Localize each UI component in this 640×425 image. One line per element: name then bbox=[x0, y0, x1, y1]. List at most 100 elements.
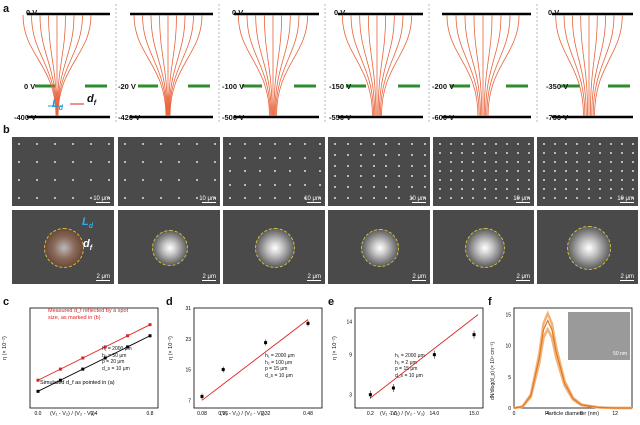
ion-trajectory bbox=[341, 14, 373, 117]
axes-frame bbox=[513, 307, 633, 409]
panel-label-b: b bbox=[3, 124, 10, 136]
ion-trajectory bbox=[168, 14, 186, 117]
ion-trajectory bbox=[275, 14, 300, 117]
d-fit-line bbox=[201, 319, 309, 401]
e-params: h₁ = 2000 μm h₂ = 2 μm p = 15 μm d_s = 10 μ… bbox=[395, 353, 425, 379]
axes-frame bbox=[193, 307, 323, 409]
sem-spot-image: 2 μm bbox=[223, 210, 325, 284]
panel-a-schematic bbox=[22, 4, 633, 122]
f-distribution-line bbox=[513, 319, 632, 409]
ion-trajectory bbox=[378, 14, 395, 117]
d-ylabel: η (× 10⁻²) bbox=[168, 336, 174, 360]
c-point bbox=[81, 367, 85, 371]
panel-label-a: a bbox=[3, 3, 10, 15]
ion-trajectory bbox=[483, 14, 493, 117]
c-simulated-annotation: Simulated d_f as pointed in (a) bbox=[40, 380, 115, 386]
c-point bbox=[36, 389, 40, 393]
sem-array-image: 10 μm bbox=[433, 137, 534, 206]
ion-trajectory bbox=[237, 14, 270, 117]
col5-mid-voltage: -200 V bbox=[432, 82, 455, 91]
f-xtick: 8 bbox=[580, 411, 583, 417]
d-xtick: 0.16 bbox=[218, 411, 228, 417]
d-ytick: 23 bbox=[185, 337, 191, 343]
d-ytick: 31 bbox=[185, 306, 191, 312]
ion-trajectory bbox=[455, 14, 480, 117]
c-ylabel: η (× 10⁻²) bbox=[2, 336, 8, 360]
col3-bottom-voltage: -500 V bbox=[222, 113, 245, 122]
f-ytick: 5 bbox=[508, 375, 511, 381]
sem-spot-image: 2 μm bbox=[328, 210, 430, 284]
col2-mid-voltage: -20 V bbox=[118, 82, 136, 91]
c-point bbox=[148, 323, 152, 327]
sem-array-image: 10 μm bbox=[328, 137, 430, 206]
f-inset-tem: 50 nm bbox=[568, 312, 630, 360]
ion-trajectory bbox=[486, 14, 511, 117]
e-xtick: 0.2 bbox=[367, 411, 374, 417]
panel-d-chart: 31 23 15 7 0.08 0.16 0.32 0.48 bbox=[185, 306, 323, 417]
col1-top-voltage: 0 V bbox=[26, 8, 38, 17]
col1-bottom-voltage: -400 V bbox=[14, 113, 37, 122]
sem-array-image: 10 μm bbox=[223, 137, 325, 206]
ion-trajectory bbox=[22, 14, 57, 117]
ion-trajectory bbox=[246, 14, 271, 117]
c-params: h₁ = 2000 μm h₂ = 50 μm p = 20 μm d_s = 10 … bbox=[102, 346, 132, 372]
panel-c-chart: 0.0 0.4 0.8 bbox=[29, 307, 159, 417]
ion-trajectory bbox=[591, 14, 607, 117]
f-ytick: 0 bbox=[508, 406, 511, 412]
e-xtick: 14.0 bbox=[429, 411, 439, 417]
c-series-line bbox=[37, 335, 151, 392]
panel-label-f: f bbox=[488, 296, 492, 308]
panel-label-c: c bbox=[3, 296, 10, 308]
sem-array-image: 10 μm bbox=[12, 137, 114, 206]
e-xtick: 1.0 bbox=[390, 411, 397, 417]
c-series-line bbox=[37, 324, 151, 381]
e-xlabel: (V₁ - V₂) / (V₂ - V₃) bbox=[380, 411, 425, 417]
col3-mid-voltage: -100 V bbox=[222, 82, 245, 91]
c-point bbox=[81, 356, 85, 360]
df-label-b: df bbox=[83, 238, 93, 253]
col4-bottom-voltage: -550 V bbox=[329, 113, 352, 122]
c-measured-annotation: Measured d_f reflected by a spot size, a… bbox=[48, 308, 129, 321]
sem-spot-image: 2 μm bbox=[433, 210, 534, 284]
e-ytick: 9 bbox=[349, 353, 352, 359]
c-point bbox=[126, 345, 130, 349]
e-fit-line bbox=[370, 314, 479, 399]
c-xtick: 0.8 bbox=[147, 411, 154, 417]
d-xtick: 0.32 bbox=[261, 411, 271, 417]
c-point bbox=[148, 334, 152, 338]
ion-trajectory bbox=[381, 14, 413, 117]
ion-trajectory bbox=[592, 14, 615, 117]
col1-mid-voltage: 0 V bbox=[24, 82, 36, 91]
f-xlabel: Particle diameter (nm) bbox=[545, 411, 600, 417]
col6-top-voltage: 0 V bbox=[548, 8, 560, 17]
d-params: h₁ = 2000 μm h₂ = 100 μm p = 15 μm d_s = 10… bbox=[265, 353, 295, 379]
panel-e-chart: 14 9 3 0.2 1.0 14.0 15.0 bbox=[346, 307, 484, 417]
ion-trajectory bbox=[350, 14, 375, 117]
e-xtick: 15.0 bbox=[469, 411, 479, 417]
ion-trajectory bbox=[48, 14, 58, 117]
ion-trajectory bbox=[159, 14, 168, 117]
ion-trajectory bbox=[580, 14, 589, 117]
f-xtick: 4 bbox=[546, 411, 549, 417]
c-point bbox=[103, 345, 107, 349]
ion-trajectory bbox=[133, 14, 167, 117]
c-point bbox=[58, 367, 62, 371]
ion-trajectory bbox=[377, 14, 387, 117]
ion-trajectory bbox=[359, 14, 376, 117]
df-label-a: df bbox=[87, 93, 97, 108]
ion-trajectory bbox=[169, 14, 194, 117]
sem-array-image: 10 μm bbox=[537, 137, 638, 206]
ion-trajectory bbox=[57, 14, 75, 117]
col5-bottom-voltage: -600 V bbox=[432, 113, 455, 122]
f-ylabel: dN/dlog(d_p) (× 10⁴ cm⁻³) bbox=[490, 341, 496, 400]
d-ytick: 7 bbox=[188, 398, 191, 404]
c-xlabel: (V₁ - V₂) / (V₂ - V₃) bbox=[50, 411, 95, 417]
col4-top-voltage: 0 V bbox=[334, 8, 346, 17]
ion-trajectory bbox=[446, 14, 479, 117]
ion-trajectory bbox=[56, 14, 66, 117]
ion-trajectory bbox=[274, 14, 291, 117]
ion-trajectory bbox=[273, 14, 283, 117]
sem-array-image: 10 μm bbox=[118, 137, 220, 206]
f-ytick: 10 bbox=[505, 344, 511, 350]
sem-spot-image: 2 μm bbox=[118, 210, 220, 284]
